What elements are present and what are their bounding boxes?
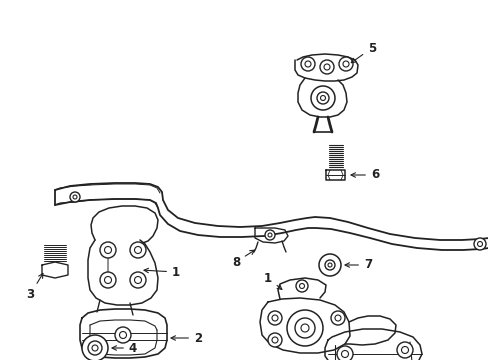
Circle shape [336,346,352,360]
Text: 3: 3 [26,274,43,302]
Circle shape [267,311,282,325]
Circle shape [325,260,334,270]
Circle shape [104,247,111,253]
Circle shape [73,195,77,199]
Circle shape [476,242,482,247]
Circle shape [327,263,331,267]
Circle shape [88,341,102,355]
Circle shape [264,230,274,240]
Circle shape [100,272,116,288]
Circle shape [320,95,325,100]
Circle shape [119,332,126,338]
Circle shape [473,238,485,250]
Circle shape [92,345,98,351]
Circle shape [310,86,334,110]
Circle shape [134,276,141,284]
Text: 2: 2 [171,332,202,345]
Circle shape [286,310,323,346]
Circle shape [324,64,329,70]
Text: 4: 4 [112,342,137,355]
Text: 8: 8 [231,250,254,269]
Circle shape [305,61,310,67]
Text: 7: 7 [345,258,371,271]
Circle shape [401,346,407,354]
Circle shape [338,57,352,71]
Circle shape [267,333,282,347]
Circle shape [301,57,314,71]
Circle shape [334,315,340,321]
Text: 6: 6 [350,168,378,181]
Circle shape [342,61,348,67]
Circle shape [316,92,328,104]
Circle shape [271,315,278,321]
Text: 2: 2 [0,359,1,360]
Circle shape [299,284,304,288]
Circle shape [301,324,308,332]
Circle shape [294,318,314,338]
Circle shape [318,254,340,276]
Circle shape [130,242,146,258]
Circle shape [100,242,116,258]
Circle shape [104,276,111,284]
Circle shape [330,311,345,325]
Circle shape [134,247,141,253]
Text: 5: 5 [350,41,375,63]
Circle shape [70,192,80,202]
Circle shape [82,335,108,360]
Text: 1: 1 [144,266,180,279]
Text: 1: 1 [264,271,281,289]
Circle shape [396,342,412,358]
Circle shape [130,272,146,288]
Circle shape [319,60,333,74]
Circle shape [295,280,307,292]
Circle shape [341,351,348,357]
Circle shape [271,337,278,343]
Circle shape [115,327,131,343]
Circle shape [267,233,271,237]
